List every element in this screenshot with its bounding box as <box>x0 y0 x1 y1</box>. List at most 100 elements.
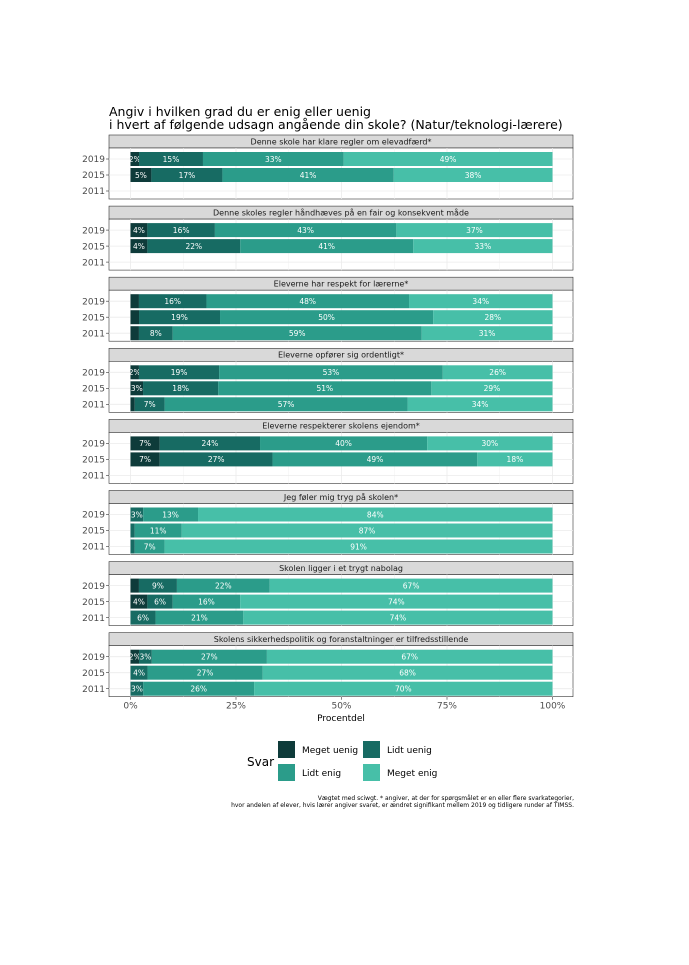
facet-title: Eleverne opfører sig ordentligt* <box>278 351 404 360</box>
bar-segment <box>220 310 434 325</box>
y-tick-label: 2015 <box>82 669 105 679</box>
data-label: 9% <box>152 581 164 590</box>
bar-segment <box>130 239 148 254</box>
bar-segment <box>431 381 553 396</box>
bar-segment <box>138 326 173 341</box>
bar-segment <box>130 365 139 380</box>
bar-segment <box>130 539 135 554</box>
bar-segment <box>269 578 553 593</box>
bar-segment <box>139 152 203 166</box>
bar-segment <box>181 523 553 538</box>
data-label: 13% <box>162 510 179 519</box>
bar-segment <box>393 168 553 182</box>
data-label: 4% <box>133 597 145 606</box>
data-label: 24% <box>202 439 219 448</box>
data-label: 33% <box>475 242 492 251</box>
facet-panel: Jeg føler mig tryg på skolen* 2019 3% 13% 84… <box>82 490 574 555</box>
bar-segment <box>138 578 177 593</box>
bar-segment <box>240 239 414 254</box>
legend-swatch <box>278 741 295 758</box>
bar-segment <box>176 578 270 593</box>
bar-segment <box>214 223 397 238</box>
bar-segment <box>130 436 160 451</box>
x-tick-label: 25% <box>226 702 246 712</box>
bar-segment <box>130 294 139 309</box>
bar-segment <box>147 594 173 609</box>
bar-segment <box>159 436 261 451</box>
data-label: 74% <box>388 597 405 606</box>
legend: Svar Meget uenig Lidt uenig Lidt enig Meget… <box>247 741 437 781</box>
bar-segment <box>130 452 160 467</box>
bar-segment <box>198 507 553 522</box>
bar-segment <box>134 397 165 412</box>
y-tick-label: 2019 <box>82 511 105 521</box>
data-label: 37% <box>466 226 483 235</box>
data-label: 26% <box>190 685 207 694</box>
bar-segment <box>130 397 135 412</box>
y-tick-label: 2011 <box>82 614 105 624</box>
bar-segment <box>219 365 443 380</box>
y-tick-label: 2015 <box>82 598 105 608</box>
data-label: 67% <box>401 653 418 662</box>
data-label: 49% <box>440 155 457 164</box>
legend-swatch <box>363 741 380 758</box>
legend-label: Meget enig <box>387 769 437 779</box>
bar-segment <box>266 649 553 664</box>
data-label: 53% <box>323 368 340 377</box>
facet-panel: Eleverne respekterer skolens ejendom* 201… <box>82 419 574 484</box>
data-label: 7% <box>139 439 151 448</box>
y-tick-label: 2015 <box>82 456 105 466</box>
bar-segment <box>164 397 408 412</box>
data-label: 50% <box>318 313 335 322</box>
data-label: 40% <box>335 439 352 448</box>
bar-segment <box>147 665 263 680</box>
facet-title: Denne skoles regler håndhæves på en fair… <box>213 207 469 217</box>
bar-segment <box>130 594 148 609</box>
data-label: 27% <box>197 669 214 678</box>
bar-segment <box>130 578 139 593</box>
facet-panel: Eleverne har respekt for lærerne* 2019 16%… <box>82 276 574 342</box>
data-label: 41% <box>300 171 317 180</box>
bar-segment <box>240 594 553 609</box>
bar-segment <box>130 152 140 166</box>
bar-segment <box>130 326 139 341</box>
data-label: 3% <box>131 510 143 519</box>
bar-segment <box>130 681 144 696</box>
bar-segment <box>442 365 553 380</box>
y-tick-label: 2011 <box>82 401 105 411</box>
data-label: 4% <box>133 226 145 235</box>
legend-swatch <box>278 764 295 781</box>
data-label: 68% <box>399 669 416 678</box>
data-label: 7% <box>144 542 156 551</box>
data-label: 6% <box>154 597 166 606</box>
data-label: 17% <box>179 171 196 180</box>
data-label: 67% <box>403 581 420 590</box>
bar-segment <box>130 168 152 182</box>
x-axis-label: Procentdel <box>317 714 365 724</box>
facet-panel: Denne skoles regler håndhæves på en fair… <box>82 205 574 271</box>
y-tick-label: 2019 <box>82 440 105 450</box>
data-label: 3% <box>131 384 143 393</box>
data-label: 3% <box>131 685 143 694</box>
bar-segment <box>143 681 255 696</box>
data-label: 5% <box>135 171 147 180</box>
y-tick-label: 2015 <box>82 171 105 181</box>
y-tick-label: 2015 <box>82 313 105 323</box>
data-label: 28% <box>484 313 501 322</box>
data-label: 18% <box>507 455 524 464</box>
y-tick-label: 2011 <box>82 685 105 695</box>
data-label: 8% <box>150 329 162 338</box>
data-label: 43% <box>297 226 314 235</box>
bar-segment <box>130 223 148 238</box>
footnote-line-2: hvor andelen af elever, hvis lærer angiv… <box>231 802 574 809</box>
facet-title: Eleverne har respekt for lærerne* <box>274 280 409 289</box>
bar-segment <box>155 610 244 625</box>
y-tick-label: 2019 <box>82 653 105 663</box>
data-label: 18% <box>172 384 189 393</box>
legend-swatch <box>363 764 380 781</box>
data-label: 41% <box>318 242 335 251</box>
data-label: 30% <box>481 439 498 448</box>
bar-segment <box>260 436 428 451</box>
bar-segment <box>130 381 144 396</box>
data-label: 2% <box>129 155 141 164</box>
